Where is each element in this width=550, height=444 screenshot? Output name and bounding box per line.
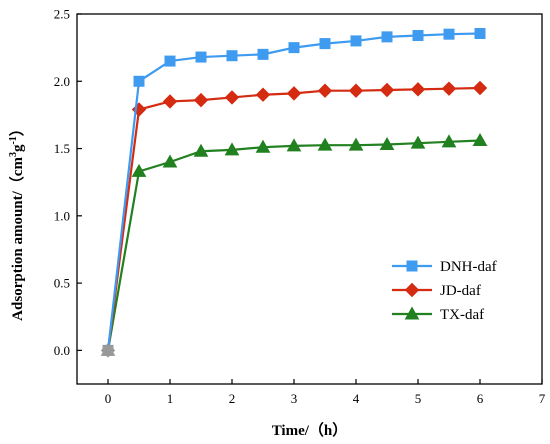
series-layer bbox=[100, 28, 488, 358]
data-point bbox=[102, 344, 114, 356]
data-point bbox=[379, 82, 395, 98]
data-point bbox=[319, 38, 331, 50]
data-point bbox=[255, 87, 271, 102]
y-tick-label: 2.5 bbox=[54, 7, 70, 22]
y-tick-label: 0.5 bbox=[54, 276, 70, 291]
y-tick-label: 1.0 bbox=[54, 208, 70, 223]
data-point bbox=[410, 82, 426, 97]
data-point bbox=[379, 136, 395, 151]
legend-marker bbox=[404, 306, 420, 320]
series-line bbox=[106, 32, 481, 351]
x-tick-label: 7 bbox=[539, 391, 546, 406]
legend-label: JD-daf bbox=[440, 283, 481, 299]
data-point bbox=[162, 94, 178, 109]
legend-label: DNH-daf bbox=[440, 259, 497, 275]
legend-marker bbox=[406, 260, 418, 272]
data-point bbox=[317, 83, 333, 98]
legend-label: TX-daf bbox=[440, 307, 484, 323]
data-point bbox=[193, 143, 209, 157]
plot-area bbox=[76, 13, 543, 385]
y-axis-title-prefix: Adsorption amount/（cm bbox=[8, 157, 26, 321]
data-point bbox=[193, 92, 209, 108]
data-point bbox=[131, 163, 147, 177]
data-point bbox=[350, 35, 362, 47]
x-tick-label: 0 bbox=[105, 391, 112, 406]
series-DNH-daf bbox=[102, 28, 486, 356]
data-point bbox=[441, 81, 457, 96]
y-axis-title: Adsorption amount/（cm3g-1） bbox=[8, 121, 26, 321]
plot-border bbox=[76, 13, 543, 385]
legend-item-DNH-daf: DNH-daf bbox=[392, 259, 497, 275]
data-point bbox=[472, 80, 488, 96]
data-point bbox=[472, 132, 488, 146]
y-tick-label: 2.0 bbox=[54, 74, 70, 89]
x-axis-title: Time/（h） bbox=[272, 421, 348, 439]
series-line bbox=[106, 86, 481, 351]
x-tick-label: 1 bbox=[167, 391, 174, 406]
x-tick-label: 6 bbox=[477, 391, 484, 406]
data-point bbox=[381, 31, 393, 43]
data-point bbox=[348, 137, 364, 151]
y-tick-label: 0.0 bbox=[54, 343, 70, 358]
x-tick-label: 4 bbox=[353, 391, 360, 406]
x-tick-label: 5 bbox=[415, 391, 422, 406]
data-point bbox=[288, 42, 300, 54]
data-point bbox=[255, 139, 271, 153]
y-axis-title-sup1: 3 bbox=[8, 152, 19, 157]
y-axis-title-mid: g bbox=[10, 144, 26, 152]
data-point bbox=[257, 48, 269, 60]
data-point bbox=[162, 154, 178, 168]
series-TX-daf bbox=[100, 132, 488, 356]
data-point bbox=[224, 90, 240, 105]
y-axis-title-suffix: ） bbox=[8, 121, 26, 136]
data-point bbox=[410, 135, 426, 149]
data-point bbox=[317, 137, 333, 151]
data-point bbox=[412, 30, 424, 42]
series-line bbox=[106, 139, 481, 351]
y-axis-title-sup2: -1 bbox=[8, 136, 19, 144]
legend-item-JD-daf: JD-daf bbox=[392, 282, 481, 299]
data-point bbox=[348, 83, 364, 98]
data-point bbox=[286, 86, 302, 101]
x-tick-label: 2 bbox=[229, 391, 236, 406]
data-point bbox=[474, 28, 486, 40]
data-point bbox=[195, 51, 207, 63]
data-point bbox=[226, 50, 238, 62]
data-point bbox=[286, 138, 302, 152]
data-point bbox=[441, 134, 457, 148]
data-point bbox=[164, 55, 176, 67]
data-point bbox=[133, 75, 145, 87]
legend: DNH-daf JD-daf TX-daf bbox=[392, 259, 497, 323]
y-tick-label: 1.5 bbox=[54, 141, 70, 156]
data-point bbox=[443, 28, 455, 40]
axis-ticks: 0 1 2 3 4 5 6 7 0.0 0.5 1.0 1.5 2.0 2.5 bbox=[54, 7, 546, 407]
legend-marker bbox=[404, 282, 420, 298]
x-tick-label: 3 bbox=[291, 391, 298, 406]
data-point bbox=[224, 142, 240, 156]
series-JD-daf bbox=[100, 80, 488, 358]
legend-item-TX-daf: TX-daf bbox=[392, 306, 484, 323]
